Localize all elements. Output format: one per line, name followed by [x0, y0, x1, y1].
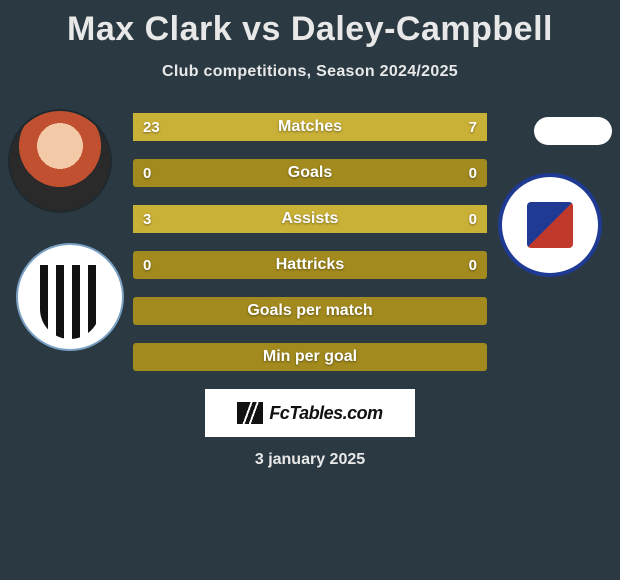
club-badge-left: [16, 243, 124, 351]
player-left-avatar: [8, 109, 112, 213]
club-badge-right-icon: [527, 202, 573, 248]
stat-value-right: 0: [469, 165, 477, 182]
stat-row: 0 0 Goals: [133, 159, 487, 187]
page-subtitle: Club competitions, Season 2024/2025: [0, 63, 620, 81]
stat-value-right: 0: [469, 211, 477, 228]
stat-row: 0 0 Hattricks: [133, 251, 487, 279]
footer-brand: FcTables.com: [205, 389, 415, 437]
stat-label: Matches: [278, 118, 342, 136]
stat-row: Min per goal: [133, 343, 487, 371]
stat-value-right: 7: [469, 119, 477, 136]
stat-label: Goals: [288, 164, 332, 182]
stat-row: Goals per match: [133, 297, 487, 325]
stat-value-left: 23: [143, 119, 160, 136]
stat-row: 23 7 Matches: [133, 113, 487, 141]
club-badge-right: [498, 173, 602, 277]
stat-label: Hattricks: [276, 256, 344, 274]
bar-fill-left: [133, 113, 405, 141]
stat-value-left: 0: [143, 165, 151, 182]
brand-text: FcTables.com: [269, 403, 382, 424]
stat-value-left: 3: [143, 211, 151, 228]
club-badge-left-icon: [40, 265, 100, 339]
player-right-avatar: [534, 117, 612, 145]
comparison-panel: 23 7 Matches 0 0 Goals 3 0 Assists 0 0 Hattricks Goa…: [0, 113, 620, 469]
stat-label: Goals per match: [247, 302, 372, 320]
date-label: 3 january 2025: [0, 451, 620, 469]
stat-value-right: 0: [469, 257, 477, 274]
stat-label: Min per goal: [263, 348, 357, 366]
stat-row: 3 0 Assists: [133, 205, 487, 233]
stat-bars: 23 7 Matches 0 0 Goals 3 0 Assists 0 0 Hattricks Goa…: [133, 113, 487, 371]
stat-value-left: 0: [143, 257, 151, 274]
brand-icon: [237, 402, 263, 424]
page-title: Max Clark vs Daley-Campbell: [0, 0, 620, 49]
stat-label: Assists: [282, 210, 339, 228]
